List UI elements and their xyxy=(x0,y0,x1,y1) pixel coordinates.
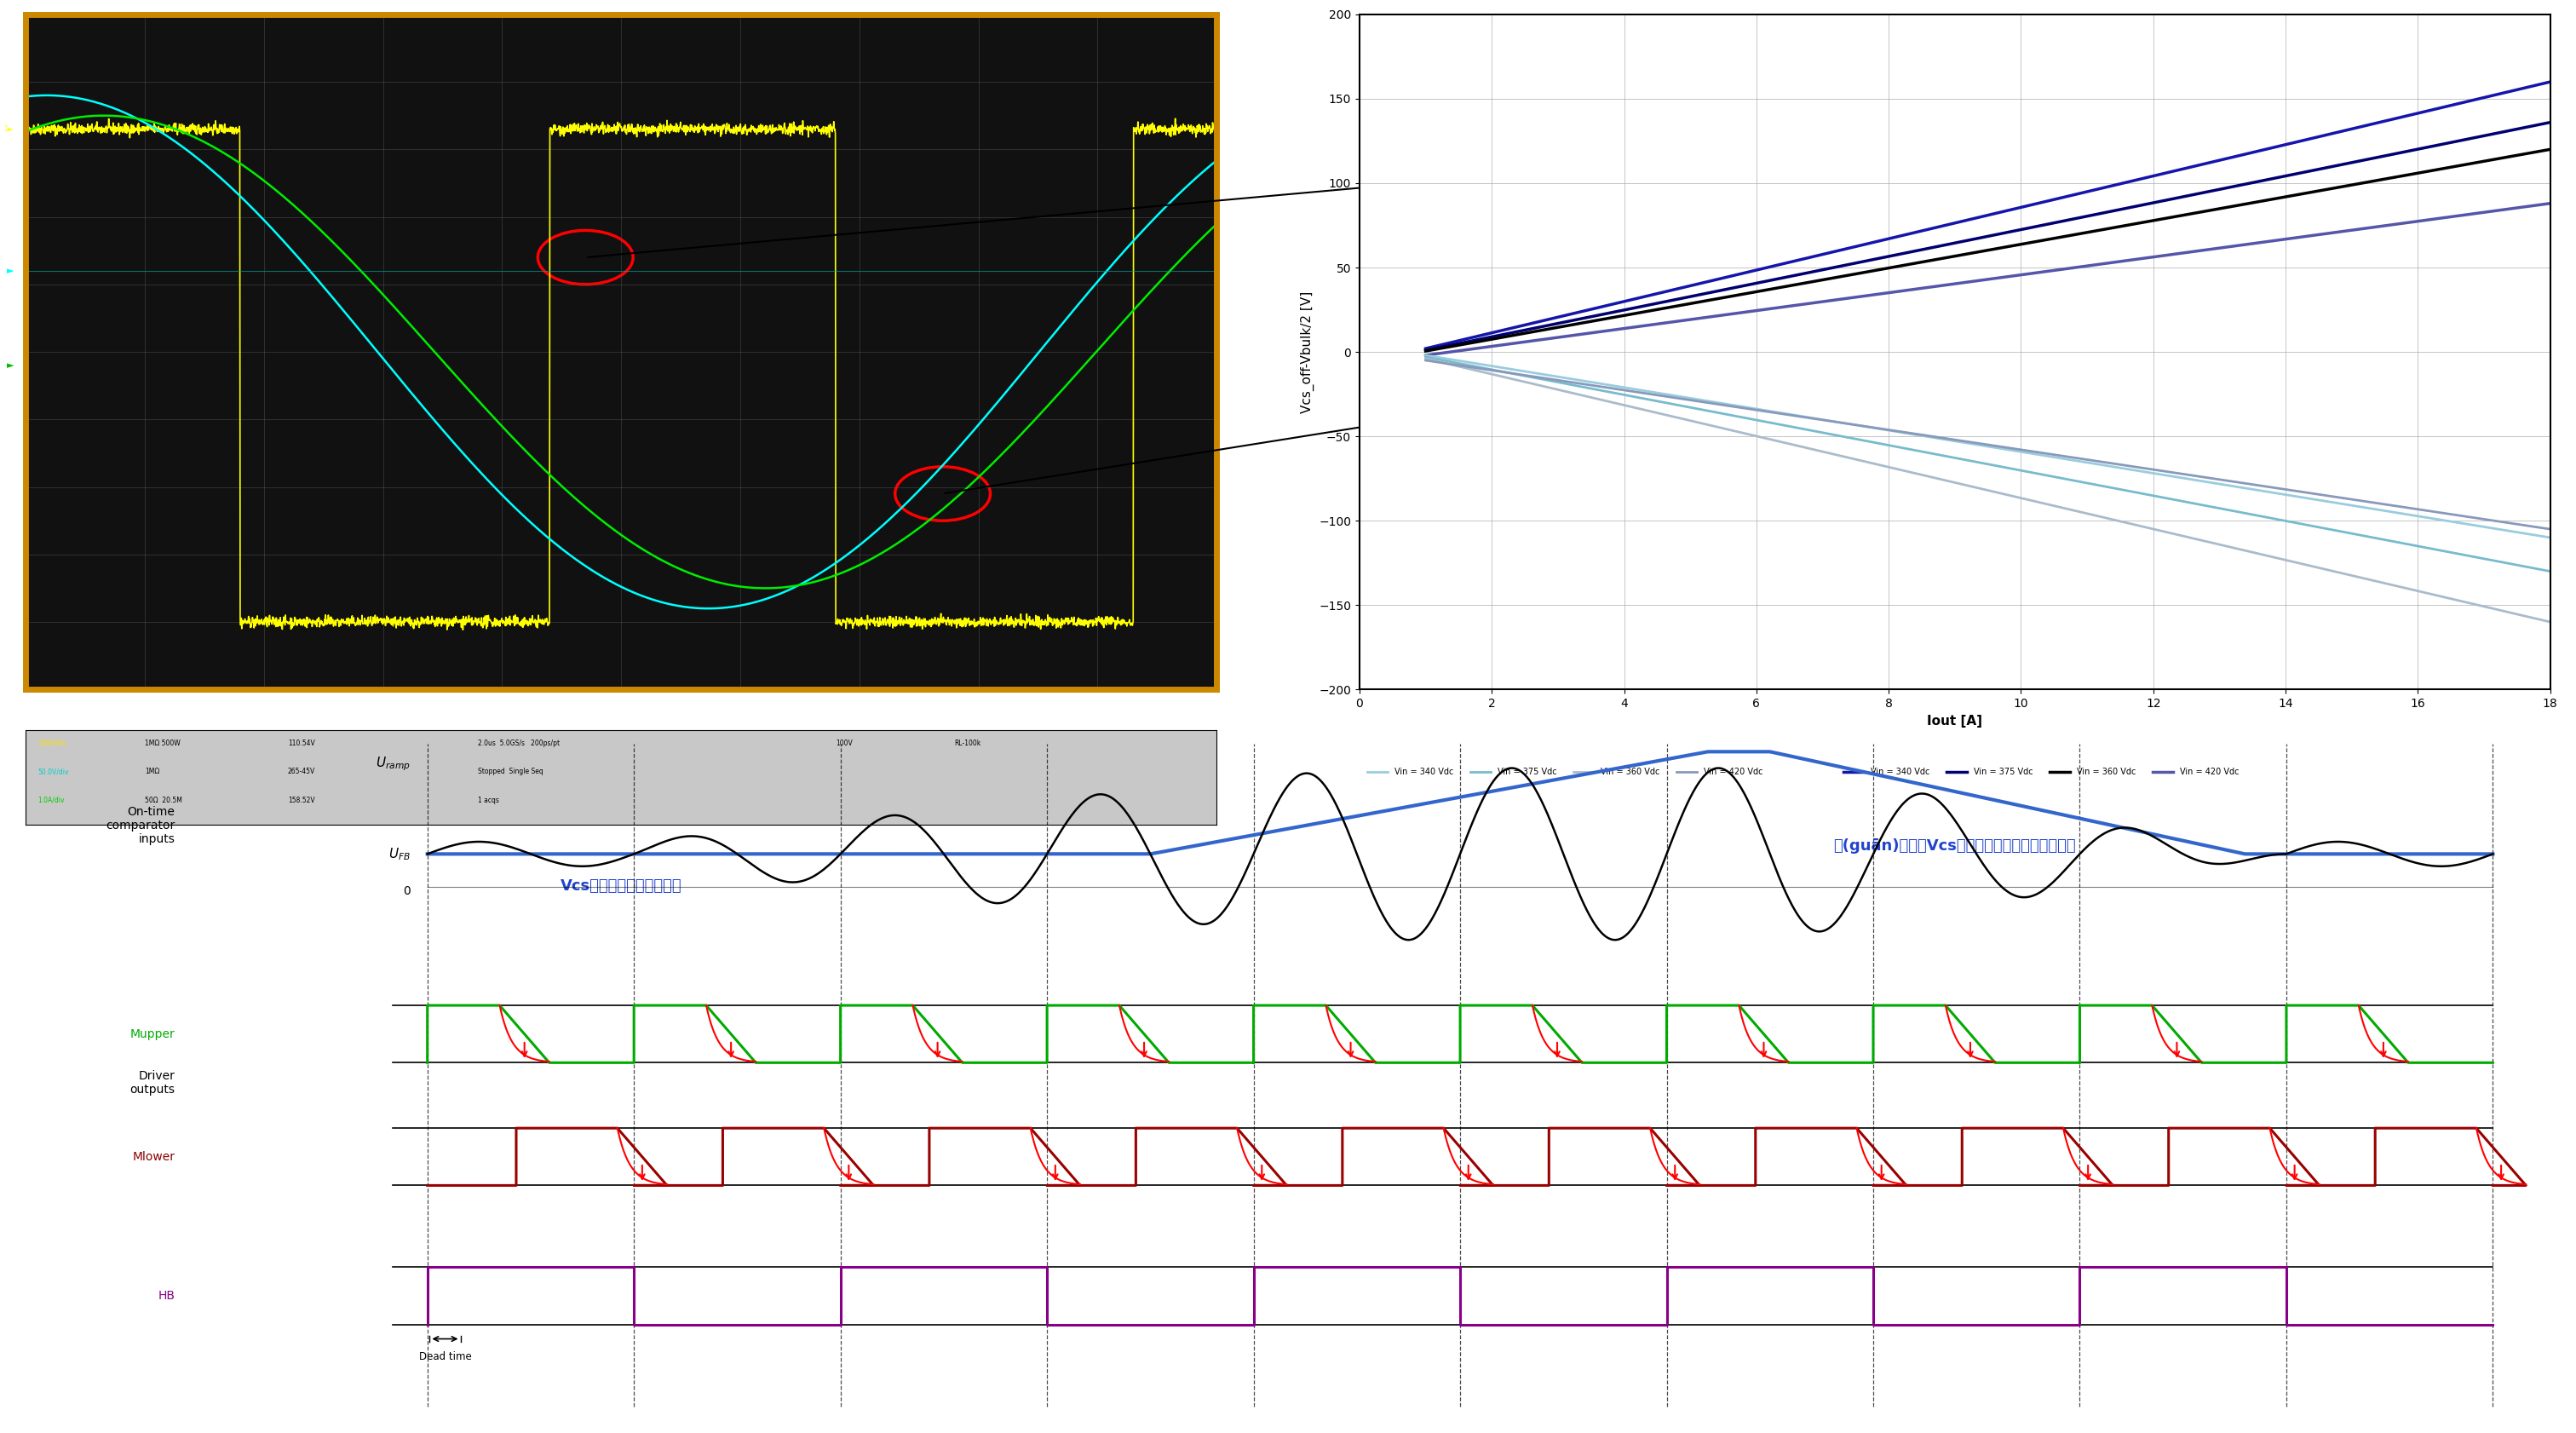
Text: ►: ► xyxy=(8,361,13,370)
Text: Vcs電壓與初級電流成正比: Vcs電壓與初級電流成正比 xyxy=(562,878,683,894)
Legend: Vin = 340 Vdc, Vin = 375 Vdc, Vin = 360 Vdc, Vin = 420 Vdc: Vin = 340 Vdc, Vin = 375 Vdc, Vin = 360 … xyxy=(1839,765,2241,780)
X-axis label: Iout [A]: Iout [A] xyxy=(1927,715,1984,727)
Text: $U_{ramp}$: $U_{ramp}$ xyxy=(376,755,410,772)
Text: Driver
outputs: Driver outputs xyxy=(129,1070,175,1096)
Text: 當低邊
MOSFET關(guān)斷時的
Vcs_off 電壓: 當低邊 MOSFET關(guān)斷時的 Vcs_off 電壓 xyxy=(945,353,1759,493)
Y-axis label: Vcs_off-Vbulk/2 [V]: Vcs_off-Vbulk/2 [V] xyxy=(1301,291,1314,413)
Text: 關(guān)斷時的Vcs電壓幾乎線性依賴于負載電流: 關(guān)斷時的Vcs電壓幾乎線性依賴于負載電流 xyxy=(1834,838,2076,854)
Text: ►: ► xyxy=(8,267,13,275)
Text: Dead time: Dead time xyxy=(420,1351,471,1363)
Text: On-time
comparator
inputs: On-time comparator inputs xyxy=(106,805,175,845)
Text: 1►: 1► xyxy=(3,125,13,133)
Text: Mlower: Mlower xyxy=(131,1151,175,1162)
Text: 0: 0 xyxy=(402,884,410,897)
Text: - HB: - HB xyxy=(180,729,204,741)
Text: - Iprimary: - Iprimary xyxy=(765,729,817,741)
Text: CH2: CH2 xyxy=(348,729,371,741)
Text: - Vcs: - Vcs xyxy=(453,729,482,741)
Text: $U_{FB}$: $U_{FB}$ xyxy=(389,845,410,863)
Text: Mupper: Mupper xyxy=(129,1027,175,1040)
Text: CH4: CH4 xyxy=(657,729,680,741)
Text: 當高邊
MOSFET關(guān)斷時的
Vcs_off 電壓: 當高邊 MOSFET關(guān)斷時的 Vcs_off 電壓 xyxy=(587,136,1759,257)
Text: HB: HB xyxy=(157,1290,175,1301)
Text: CH1: CH1 xyxy=(72,729,98,741)
